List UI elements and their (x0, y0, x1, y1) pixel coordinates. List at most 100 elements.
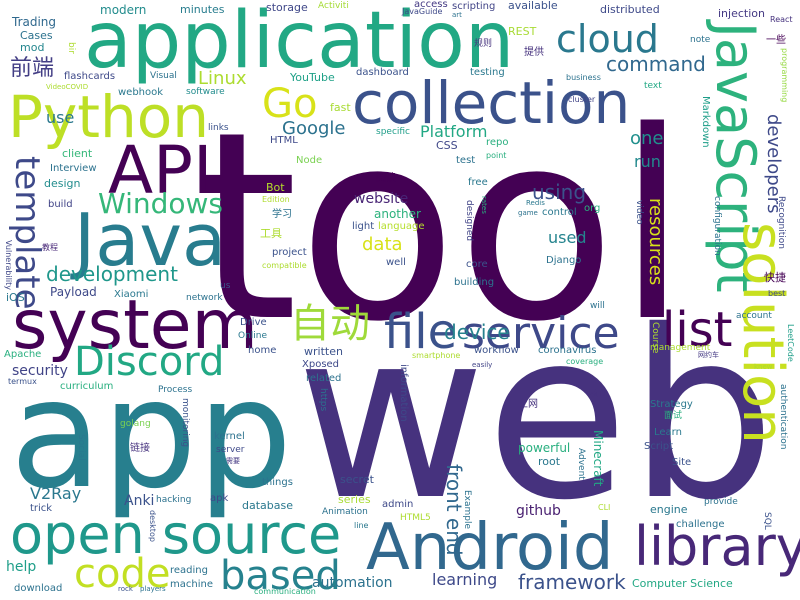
word: root (538, 455, 561, 468)
word: configuration (712, 196, 722, 256)
word: management (650, 343, 711, 353)
word: language (378, 221, 425, 232)
word: resources (645, 198, 666, 286)
word: Recognition (776, 196, 786, 249)
word: game (518, 209, 538, 217)
word: cloud (556, 17, 659, 61)
word: monitoring (180, 398, 190, 448)
word: Process (158, 385, 193, 395)
word: Android (366, 511, 614, 585)
word: best (768, 289, 786, 298)
word: list (662, 302, 733, 358)
word: communication (254, 587, 316, 596)
word: test (456, 155, 476, 166)
word: 快捷 (764, 271, 786, 284)
word: light (352, 221, 375, 232)
word: kernel (214, 431, 245, 442)
word: VideoCOVID (46, 83, 89, 91)
word: Discord (74, 339, 225, 385)
word: fast (330, 101, 351, 114)
word: template (7, 156, 47, 310)
word: Anki (124, 493, 155, 509)
word: business (566, 73, 601, 82)
word: open source (10, 503, 342, 566)
word: API (108, 132, 213, 209)
word: Social (76, 434, 86, 461)
word: system (12, 286, 258, 365)
word: another (374, 207, 421, 221)
word: Computer Science (632, 577, 733, 590)
word: REST (508, 25, 537, 38)
word: Bot (266, 181, 285, 194)
word: testing (470, 67, 505, 78)
word: hacking (156, 495, 192, 505)
word: download (14, 583, 63, 594)
word: Xiaomi (114, 289, 149, 300)
word: command (606, 52, 706, 76)
word: access (414, 0, 448, 10)
word: termux (8, 377, 37, 386)
word: coronavirus (538, 345, 597, 356)
word: mod (20, 41, 45, 54)
word: art (452, 11, 462, 19)
word: 阅读 (376, 173, 396, 184)
word: 教程 (42, 243, 58, 252)
word: series (338, 493, 371, 506)
word: scripting (452, 1, 496, 12)
word: SQL (762, 512, 772, 530)
word: written (304, 345, 343, 358)
word: Node (296, 155, 323, 166)
word: security (12, 363, 68, 379)
word: Drive (240, 317, 267, 328)
word: CSS (436, 139, 458, 152)
word: cluster (568, 95, 596, 104)
word: desktop (148, 510, 157, 542)
word: Payload (50, 285, 97, 299)
word: 面试 (664, 411, 683, 421)
word: 规则 (474, 39, 493, 49)
word: webhook (118, 87, 164, 98)
word: Linux (198, 68, 247, 89)
word: automation (312, 575, 393, 591)
word: JavaGuide (402, 7, 443, 16)
word: https (318, 388, 328, 412)
word: code (74, 551, 171, 597)
word: Example (462, 490, 472, 530)
word: well (386, 257, 406, 268)
word: authentication (778, 384, 788, 450)
word: Learn (654, 427, 682, 438)
word: using (532, 180, 587, 204)
word: flashcards (64, 71, 116, 82)
word: 学习 (272, 209, 292, 220)
word: 工具 (260, 227, 282, 240)
word: collection (352, 69, 631, 137)
word: 链接 (130, 443, 150, 454)
word: HTML (270, 135, 298, 146)
word: easily (472, 361, 493, 369)
word: trick (30, 503, 53, 514)
word: LeetCode (786, 324, 795, 362)
word: device (444, 320, 510, 344)
word: github (516, 503, 561, 519)
word: 核心 (590, 389, 606, 398)
word: Windows (98, 187, 223, 220)
word: Edition (262, 195, 290, 204)
word: line (354, 521, 369, 530)
word: 网约车 (698, 351, 719, 359)
word: solution (730, 222, 795, 444)
word: iOS (6, 291, 25, 304)
word: Course (650, 322, 660, 354)
word: Visual (150, 71, 177, 81)
word: building (454, 277, 495, 288)
word: workflow (474, 345, 519, 356)
word: provide (704, 497, 738, 507)
word: web (296, 281, 776, 551)
word: application (84, 0, 515, 86)
word: related (306, 373, 342, 384)
word: database (242, 499, 293, 512)
word: information (398, 364, 409, 422)
word: used (548, 228, 587, 247)
word: Strategy (650, 399, 693, 410)
word: design (44, 177, 81, 190)
word: coverage (566, 357, 604, 366)
